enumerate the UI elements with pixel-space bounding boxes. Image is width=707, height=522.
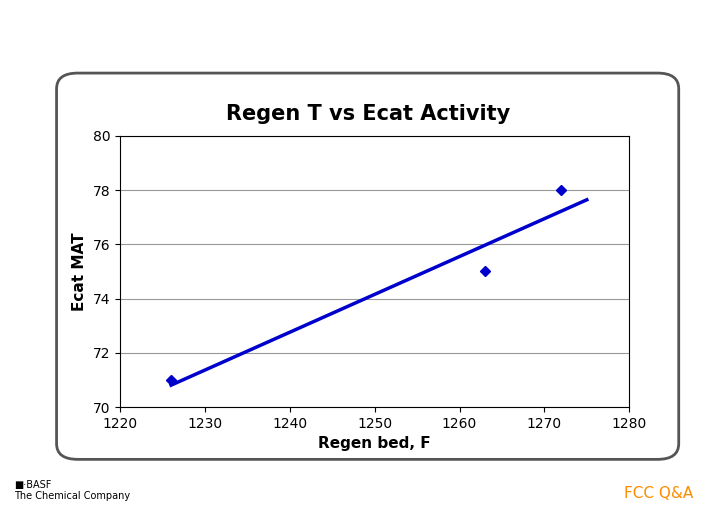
Text: FCC Q&A: FCC Q&A [624, 486, 693, 501]
Y-axis label: Ecat MAT: Ecat MAT [72, 232, 87, 311]
X-axis label: Regen bed, F: Regen bed, F [318, 436, 431, 452]
Text: Regen T vs Ecat Activity: Regen T vs Ecat Activity [226, 104, 510, 124]
Text: ■·BASF
The Chemical Company: ■·BASF The Chemical Company [14, 480, 130, 501]
